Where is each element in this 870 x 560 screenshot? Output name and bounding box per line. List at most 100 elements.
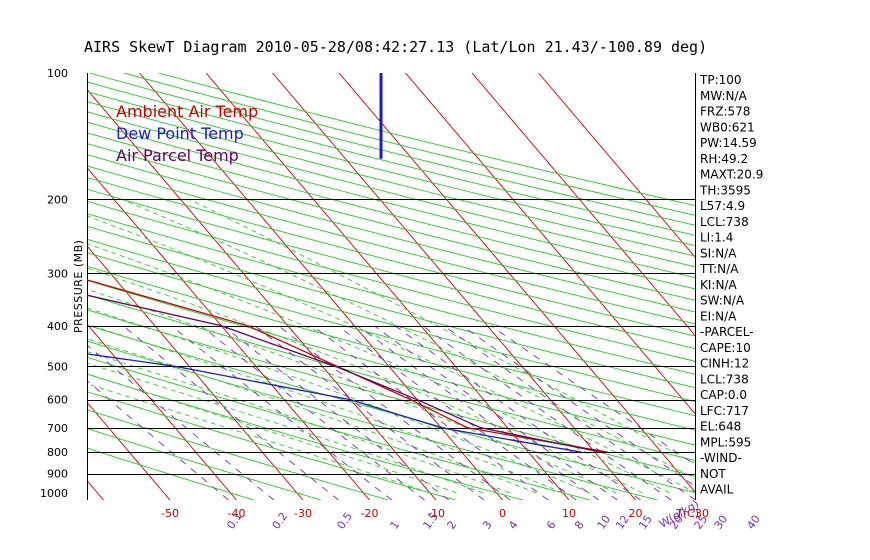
- mixing-ratio-tick-label: 10: [595, 513, 614, 532]
- dry-adiabat: [87, 213, 695, 375]
- moist-adiabat: [87, 383, 431, 494]
- profile-lines: [87, 279, 609, 453]
- index-entry: LCL:738: [700, 215, 749, 229]
- index-entry: PW:14.59: [700, 136, 757, 150]
- dry-adiabat: [87, 340, 658, 500]
- index-entry: FRZ:578: [700, 105, 750, 119]
- mixing-ratio-line: [222, 325, 450, 500]
- moist-adiabat: [121, 198, 695, 479]
- index-entry: LFC:717: [700, 404, 749, 418]
- mixing-ratio-line: [171, 325, 392, 500]
- dry-adiabat: [87, 121, 695, 279]
- dry-adiabat: [87, 176, 695, 337]
- profile-ambient-air-temp: [87, 279, 609, 453]
- dry-adiabat: [87, 111, 695, 268]
- index-entry: MPL:595: [700, 435, 751, 449]
- isotherm-line: [272, 73, 636, 500]
- dry-adiabat: [87, 200, 695, 362]
- dry-adiabat: [87, 447, 255, 500]
- dry-adiabat: [87, 101, 695, 257]
- mixing-ratio-line: [87, 380, 229, 500]
- mixing-ratio-tick-label: 4: [506, 519, 521, 532]
- moist-adiabat: [87, 267, 643, 494]
- mixing-ratio-tick-label: 2: [445, 519, 460, 532]
- dry-adiabat: [87, 409, 389, 500]
- index-entry: NOT: [700, 467, 726, 481]
- mixing-ratio-line: [122, 325, 339, 500]
- bottom-temp-tick-label: 20: [629, 507, 643, 520]
- mixing-ratio-tick-label: 8: [572, 519, 587, 532]
- mixing-ratio-line: [278, 325, 511, 500]
- moist-adiabat: [87, 323, 564, 494]
- index-entry: EI:N/A: [700, 309, 737, 323]
- legend-item: Dew Point Temp: [116, 124, 244, 143]
- bottom-temp-tick-label: 30: [695, 507, 709, 520]
- pressure-tick-label: 600: [47, 394, 68, 407]
- index-entry: CAP:0.0: [700, 388, 747, 402]
- index-entry: LI:1.4: [700, 231, 733, 245]
- pressure-tick-label: 700: [47, 422, 68, 435]
- mixing-ratio-tick-label: 40: [744, 513, 763, 532]
- bottom-temp-tick-label: -10: [427, 507, 445, 520]
- profile-air-parcel-temp: [87, 294, 602, 453]
- moist-adiabat: [188, 198, 695, 465]
- mixing-ratio-tick-label: 30: [712, 513, 731, 532]
- dry-adiabat: [87, 91, 695, 247]
- mixing-ratio-tick-label: 1: [388, 519, 403, 532]
- dry-adiabat: [87, 165, 695, 325]
- mixing-ratio-line: [374, 325, 618, 500]
- moist-adiabat: [87, 362, 484, 494]
- isotherm-line: [0, 73, 37, 500]
- dry-adiabat: [87, 132, 695, 290]
- dry-adiabat: [87, 143, 695, 301]
- moist-adiabat: [87, 215, 695, 493]
- mixing-ratio-line: [312, 325, 549, 500]
- dry-adiabat: [87, 154, 695, 313]
- index-entry: LCL:738: [700, 372, 749, 386]
- index-entry: TH:3595: [699, 183, 751, 197]
- moist-adiabat: [87, 351, 510, 494]
- index-entry: L57:4.9: [700, 199, 745, 213]
- moist-adiabat: [87, 288, 617, 494]
- dry-adiabat: [87, 238, 695, 402]
- dry-adiabat: [87, 391, 456, 500]
- isotherm-line: [538, 73, 695, 258]
- mixing-ratio-tick-label: 3: [480, 519, 495, 532]
- dry-adiabat: [87, 356, 591, 500]
- dry-adiabat: [87, 225, 695, 389]
- moist-adiabat: [87, 373, 457, 494]
- bottom-temp-tick-label: -50: [161, 507, 179, 520]
- index-entry: TT:N/A: [699, 262, 739, 276]
- mixing-ratio-line: [337, 325, 577, 500]
- pressure-tick-label: 200: [47, 193, 68, 206]
- dry-adiabat: [87, 324, 695, 494]
- dry-adiabat: [87, 279, 695, 446]
- mixing-ratio-line: [87, 344, 275, 500]
- index-entry: SI:N/A: [700, 246, 737, 260]
- index-entry: RH:49.2: [700, 152, 748, 166]
- bottom-temp-tick-label: -30: [294, 507, 312, 520]
- pressure-tick-label: 400: [47, 320, 68, 333]
- mixing-ratio-tick-label: 0.5: [334, 510, 355, 532]
- index-entry: MW:N/A: [700, 89, 748, 103]
- index-entry: WB0:621: [700, 120, 755, 134]
- moist-adiabat: [87, 243, 670, 494]
- temp-axis-label: T(C): [675, 507, 699, 520]
- index-entry: KI:N/A: [700, 278, 737, 292]
- mixing-ratio-tick-label: 0.2: [270, 510, 291, 532]
- bottom-temp-tick-label: 0: [499, 507, 506, 520]
- legend-item: Air Parcel Temp: [116, 146, 239, 165]
- dry-adiabat: [87, 294, 695, 461]
- pressure-tick-label: 900: [47, 468, 68, 481]
- index-entry: -WIND-: [700, 451, 742, 465]
- isotherm-line: [471, 73, 695, 336]
- pressure-tick-label: 500: [47, 360, 68, 373]
- mixing-ratio-line: [461, 325, 695, 487]
- legend-item: Ambient Air Temp: [116, 102, 258, 121]
- index-entry: AVAIL: [700, 483, 734, 497]
- pressure-tick-label: 300: [47, 267, 68, 280]
- legend: Ambient Air Temp Dew Point Temp Air Parcel…: [116, 102, 258, 165]
- index-entry: TP:100: [699, 73, 742, 87]
- index-entry: SW:N/A: [700, 294, 745, 308]
